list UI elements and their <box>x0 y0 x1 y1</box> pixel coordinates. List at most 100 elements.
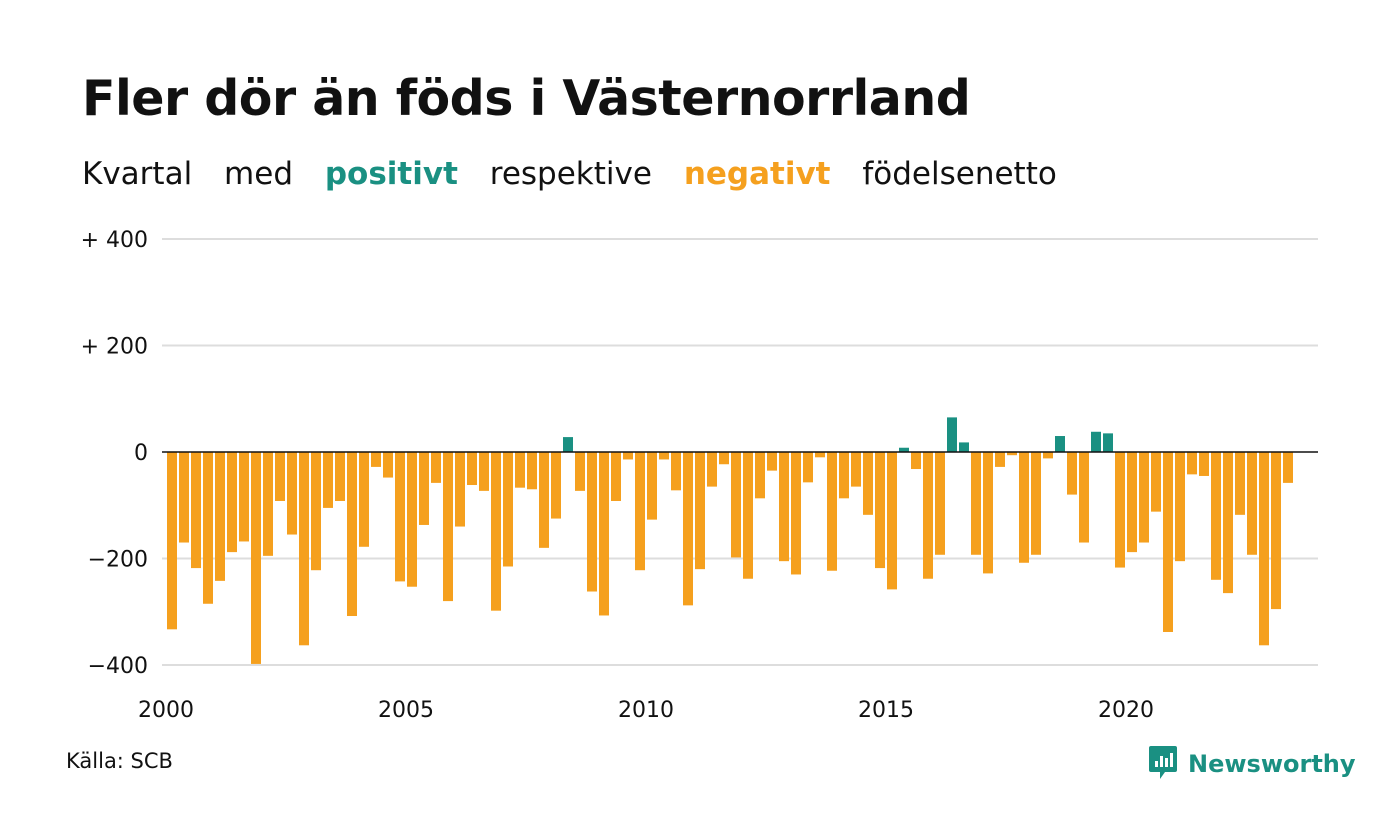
bar-negative <box>791 452 801 575</box>
bar-negative <box>1079 452 1089 543</box>
bar-negative <box>1211 452 1221 580</box>
bar-negative <box>539 452 549 548</box>
y-tick-label: −200 <box>88 548 148 573</box>
bar-negative <box>743 452 753 579</box>
bar-negative <box>623 452 633 460</box>
chart-title: Fler dör än föds i Västernorrland <box>82 70 971 127</box>
bar-negative <box>731 452 741 558</box>
bar-positive <box>947 417 957 452</box>
bar-negative <box>395 452 405 582</box>
bar-negative <box>827 452 837 571</box>
bar-negative <box>923 452 933 579</box>
bar-negative <box>635 452 645 571</box>
bar-negative <box>287 452 297 535</box>
bar-negative <box>695 452 705 570</box>
bar-negative <box>707 452 717 487</box>
bar-negative <box>359 452 369 547</box>
subtitle-word: Kvartal <box>82 156 193 192</box>
subtitle-word: med <box>224 156 293 192</box>
bar-negative <box>1019 452 1029 563</box>
bar-negative <box>767 452 777 471</box>
y-tick-label: + 400 <box>81 228 148 253</box>
bar-negative <box>263 452 273 556</box>
bar-negative <box>983 452 993 574</box>
bar-negative <box>1235 452 1245 515</box>
bar-negative <box>779 452 789 562</box>
bar-negative <box>191 452 201 569</box>
bar-negative <box>875 452 885 569</box>
bar-positive <box>1055 436 1065 452</box>
bar-negative <box>803 452 813 483</box>
bar-positive <box>563 437 573 452</box>
bar-negative <box>227 452 237 553</box>
x-tick-label: 2005 <box>378 698 434 723</box>
bar-negative <box>1199 452 1209 476</box>
bar-negative <box>1139 452 1149 543</box>
bar-negative <box>863 452 873 515</box>
bar-negative <box>1067 452 1077 495</box>
x-tick-label: 2015 <box>858 698 914 723</box>
bar-negative <box>215 452 225 581</box>
bar-negative <box>1223 452 1233 594</box>
bar-negative <box>1175 452 1185 562</box>
bar-negative <box>1283 452 1293 483</box>
bar-negative <box>1163 452 1173 632</box>
bar-negative <box>1115 452 1125 568</box>
bar-negative <box>239 452 249 542</box>
bar-negative <box>407 452 417 587</box>
bar-negative <box>851 452 861 487</box>
bar-negative <box>659 452 669 460</box>
bar-negative <box>1151 452 1161 512</box>
bar-negative <box>911 452 921 470</box>
bar-negative <box>1031 452 1041 555</box>
bar-negative <box>1271 452 1281 610</box>
x-tick-label: 2020 <box>1098 698 1154 723</box>
bar-negative <box>551 452 561 519</box>
bar-negative <box>1187 452 1197 475</box>
bar-negative <box>995 452 1005 467</box>
bar-negative <box>719 452 729 465</box>
bar-negative <box>383 452 393 478</box>
bar-positive <box>899 447 909 452</box>
bar-negative <box>179 452 189 543</box>
chart-subtitle: Kvartal med positivt respektive negativt… <box>82 156 1079 192</box>
bar-negative <box>419 452 429 525</box>
bar-negative <box>479 452 489 491</box>
bar-negative <box>251 452 261 664</box>
bar-negative <box>1247 452 1257 555</box>
bar-positive <box>959 442 969 452</box>
bar-negative <box>755 452 765 499</box>
brand-logo: Newsworthy <box>1148 744 1356 784</box>
bar-negative <box>503 452 513 567</box>
bar-negative <box>371 452 381 467</box>
subtitle-word: födelsenetto <box>862 156 1057 192</box>
bar-negative <box>443 452 453 602</box>
bar-negative <box>887 452 897 590</box>
bar-negative <box>671 452 681 491</box>
subtitle-word: respektive <box>489 156 652 192</box>
bar-negative <box>335 452 345 501</box>
x-tick-label: 2010 <box>618 698 674 723</box>
bar-negative <box>935 452 945 555</box>
y-tick-label: −400 <box>88 654 148 679</box>
bar-negative <box>1007 452 1017 456</box>
bar-positive <box>1091 431 1101 452</box>
bar-negative <box>683 452 693 606</box>
bar-chart: + 400 + 200 0 −200 −400 2000 2005 2010 2015 2020 <box>81 228 1318 723</box>
bar-negative <box>311 452 321 571</box>
bar-negative <box>431 452 441 483</box>
bar-negative <box>815 452 825 458</box>
bar-positive <box>1103 433 1113 452</box>
bar-negative <box>491 452 501 611</box>
bar-negative <box>587 452 597 592</box>
y-tick-label: + 200 <box>81 335 148 360</box>
bar-negative <box>1259 452 1269 646</box>
subtitle-negative-label: negativt <box>683 156 831 192</box>
bar-negative <box>203 452 213 604</box>
bar-negative <box>1043 452 1053 459</box>
bar-negative <box>167 452 177 630</box>
x-tick-label: 2000 <box>138 698 194 723</box>
source-note: Källa: SCB <box>66 749 173 773</box>
bar-negative <box>971 452 981 555</box>
y-tick-label: 0 <box>134 441 148 466</box>
